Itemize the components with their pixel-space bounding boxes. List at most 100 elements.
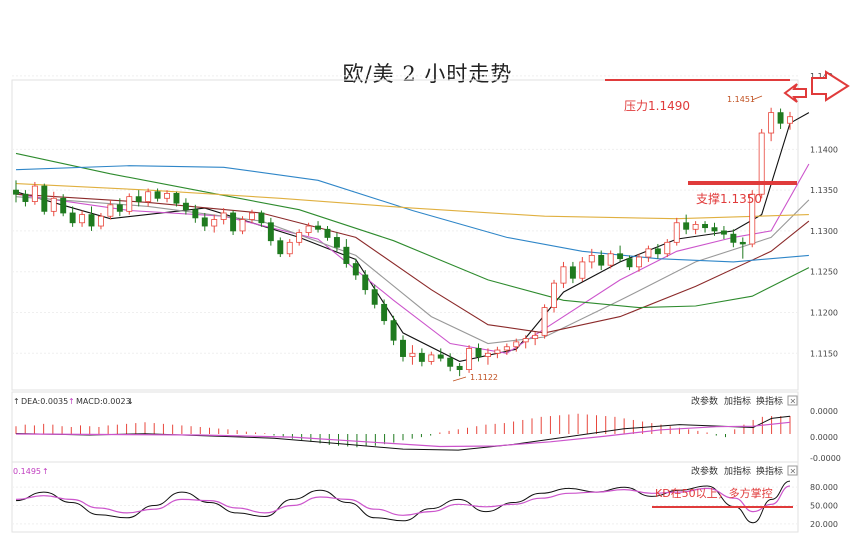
macd-y-axis: 0.0000 0.0000 -0.0000 — [810, 407, 841, 463]
candle-body — [484, 352, 491, 357]
candle-body — [192, 209, 199, 219]
candle-body — [739, 241, 746, 245]
price-tick-label: 1.1250 — [810, 268, 838, 277]
chart-title: 欧/美 2 小时走势 — [342, 62, 513, 86]
kd-add-indicator-button[interactable]: 加指标 — [724, 465, 751, 477]
support-label: 支撑1.1350 — [696, 191, 762, 206]
high-price-pointer — [751, 95, 763, 101]
candle-body — [164, 192, 170, 199]
kd-tick-label: 50.000 — [810, 502, 838, 511]
kd-params-button[interactable]: 改参数 — [691, 465, 718, 477]
candle-body — [107, 204, 114, 217]
candle-body — [362, 274, 369, 291]
macd-params-button[interactable]: 改参数 — [691, 395, 718, 407]
candle-body — [569, 266, 576, 279]
candle-body — [230, 212, 237, 232]
moving-average-line — [15, 165, 809, 263]
candle-body — [522, 338, 529, 343]
kd-note: KD在50以上，多方掌控 — [655, 486, 773, 500]
moving-average-lines — [15, 112, 810, 362]
candle-body — [437, 354, 444, 359]
candle-body — [758, 132, 765, 195]
candle-body — [768, 112, 775, 134]
candle-body — [532, 334, 539, 340]
macd-down-arrow-icon: ↓ — [127, 397, 134, 406]
candle-body — [673, 222, 680, 243]
price-tick-label: 1.149 — [810, 72, 833, 81]
candle-body — [88, 214, 95, 227]
candle-body — [720, 230, 727, 235]
macd-add-indicator-button[interactable]: 加指标 — [724, 395, 751, 407]
candle-body — [588, 254, 595, 263]
candle-body — [645, 248, 652, 258]
candle-body — [418, 352, 425, 362]
macd-toolbar: 改参数 加指标 换指标 × — [691, 395, 798, 407]
low-price-label: 1.1122 — [470, 373, 498, 382]
candle-body — [60, 197, 67, 214]
kd-panel-frame — [11, 461, 799, 533]
candle-body — [258, 212, 265, 224]
moving-average-line — [15, 152, 810, 309]
candle-body — [371, 289, 378, 305]
kd-swap-indicator-button[interactable]: 换指标 — [756, 465, 783, 477]
candle-body — [598, 254, 605, 266]
candle-body — [607, 253, 614, 266]
kd-tick-label: 20.000 — [810, 520, 838, 529]
low-price-pointer — [452, 376, 467, 382]
kd-arrow-icon: ↑ — [42, 467, 49, 476]
candle-body — [286, 241, 293, 255]
candle-body — [277, 240, 284, 255]
dea-legend: DEA:0.0035 — [21, 397, 68, 406]
price-tick-label: 1.1300 — [810, 227, 838, 236]
candle-body — [352, 263, 359, 276]
candle-body — [409, 352, 416, 357]
candle-body — [428, 354, 435, 362]
kd-close-icon: × — [790, 467, 797, 476]
candle-body — [730, 233, 737, 243]
candle-body — [400, 339, 406, 357]
kd-tick-label: 80.000 — [810, 483, 838, 492]
price-tick-label: 1.1150 — [810, 349, 838, 358]
candle-body — [211, 219, 218, 227]
candle-body — [220, 212, 227, 220]
high-price-label: 1.1451 — [727, 95, 755, 104]
candle-body — [315, 225, 322, 230]
candle-body — [636, 256, 642, 268]
kd-legend: 0.1495 ↑ — [13, 467, 49, 476]
macd-arrow-icon: ↑ — [68, 397, 75, 406]
kd-legend-value: 0.1495 — [13, 467, 41, 476]
candle-body — [343, 246, 350, 264]
kd-close-button[interactable] — [787, 465, 798, 476]
candle-body — [145, 191, 152, 202]
candle-body — [551, 282, 557, 309]
kd-y-axis: 80.000 50.000 20.000 — [810, 483, 838, 529]
price-panel-frame — [11, 79, 799, 391]
macd-legend: MACD:0.0023 — [76, 397, 131, 406]
macd-swap-indicator-button[interactable]: 换指标 — [756, 395, 783, 407]
candle-body — [69, 212, 76, 224]
candle-body — [154, 191, 161, 199]
candle-body — [31, 185, 38, 202]
price-y-axis: 1.149 1.1400 1.1350 1.1300 1.1250 1.1200 1.115… — [810, 72, 838, 358]
macd-close-button[interactable] — [787, 395, 798, 406]
candle-body — [503, 346, 510, 351]
candle-body — [116, 204, 123, 212]
candle-body — [173, 192, 180, 204]
price-tick-label: 1.1350 — [810, 186, 838, 195]
candle-body — [749, 193, 756, 245]
candle-body — [50, 197, 57, 212]
moving-average-line — [15, 112, 810, 362]
dea-arrow-icon: ↑ — [13, 397, 20, 406]
macd-diff-line — [15, 415, 791, 451]
price-panel: 1.149 1.1400 1.1350 1.1300 1.1250 1.1200 1.115… — [11, 70, 850, 391]
macd-close-icon: × — [790, 397, 797, 406]
resistance-label: 压力1.1490 — [624, 99, 690, 113]
candle-body — [97, 215, 104, 227]
candle-body — [664, 241, 671, 255]
macd-tick-label: -0.0000 — [810, 454, 841, 463]
candle-body — [22, 193, 29, 202]
candle-body — [296, 232, 303, 243]
candle-body — [560, 266, 567, 284]
candle-body — [135, 196, 142, 202]
macd-legend: ↑ DEA:0.0035 ↑ MACD:0.0023 ↓ — [13, 397, 134, 406]
